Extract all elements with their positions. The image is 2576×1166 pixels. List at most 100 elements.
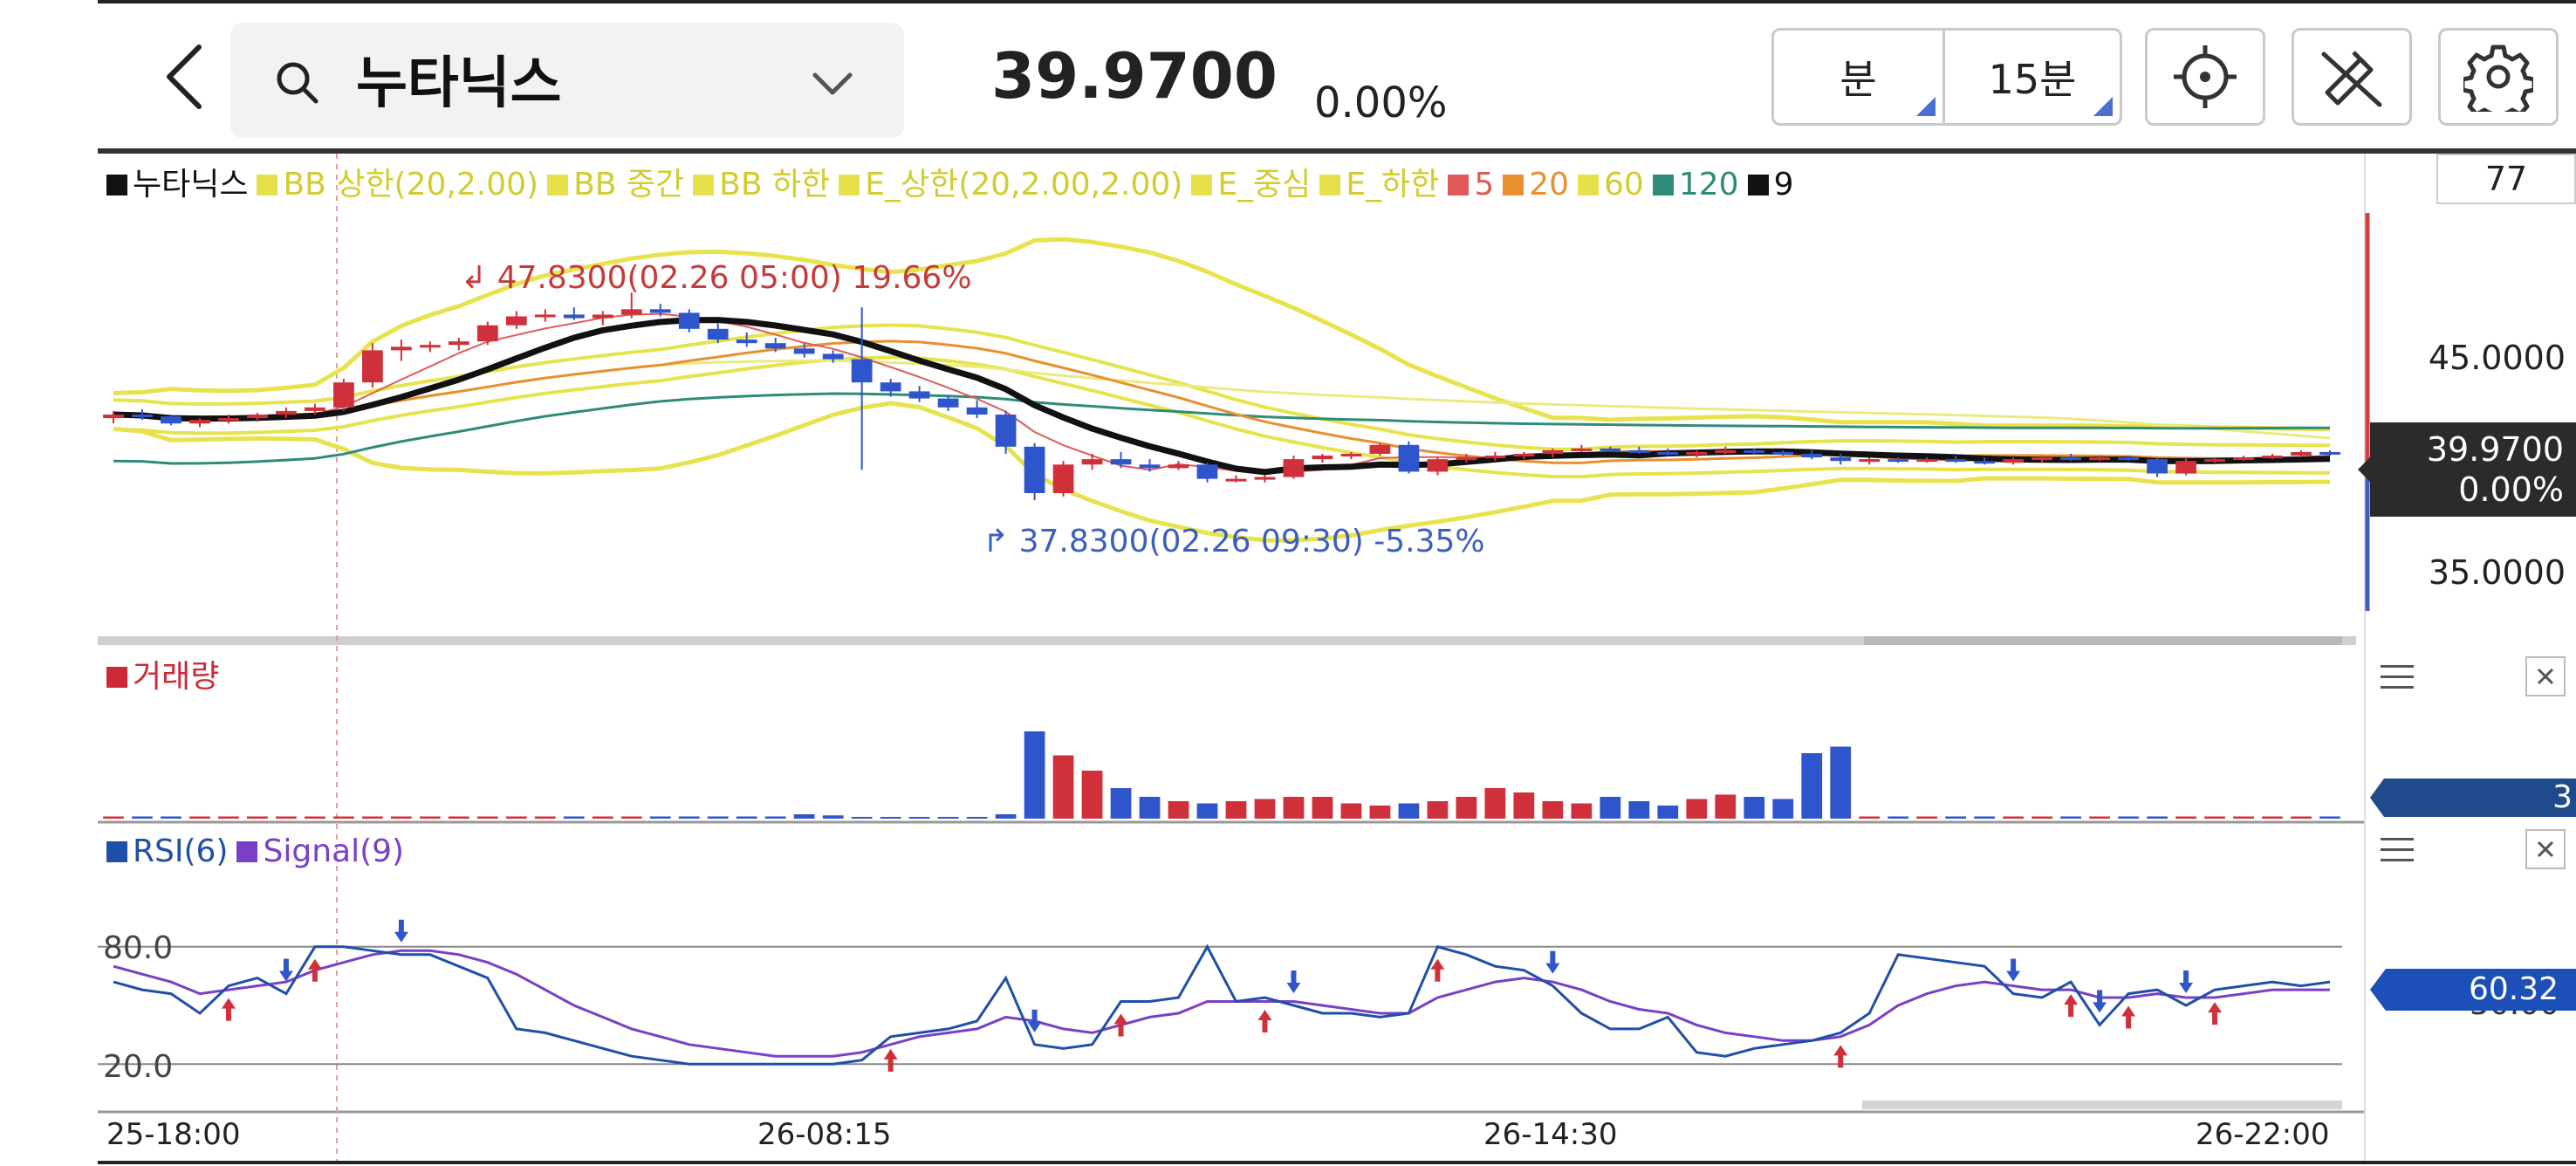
candle-body [764,343,786,349]
volume-bar [2291,816,2312,819]
legend-swatch [1191,175,1213,195]
back-icon [167,45,202,109]
ma9-line [113,317,2331,476]
gear-icon [2463,45,2533,112]
arrow-down-icon: ↲ [461,260,497,296]
chevron-down-icon[interactable] [808,68,857,99]
volume-bar [247,816,268,819]
volume-bar [966,817,988,819]
volume-bar [1830,746,1852,819]
candle-body [2147,459,2168,474]
arrow-up-icon: ↱ [983,524,1019,559]
volume-bar [2319,816,2340,819]
legend-swatch [1503,175,1524,195]
candle-body [1196,464,1218,479]
volume-bar [448,816,469,819]
legend-label: 9 [1773,167,1794,202]
candle-body [1484,456,1506,459]
buy-arrow-icon [2064,994,2079,1018]
candle-body [333,382,354,408]
candle-body [1916,459,1938,463]
interval-label: 15분 [1988,56,2077,103]
legend-label: 120 [1678,167,1739,202]
volume-bar [1168,801,1189,819]
volume-bar [2233,816,2254,819]
volume-bar [2031,816,2053,819]
legend-label: BB 상한(20,2.00) [283,167,539,202]
volume-bar [1686,799,1708,819]
legend-label: BB 중간 [573,167,685,202]
candle-body [476,325,498,342]
candle-body [1139,464,1161,469]
unit-dropdown[interactable]: 분 [1774,31,1945,123]
candle-body [247,415,268,419]
candle-body [1283,459,1305,477]
candle-body [161,416,182,424]
volume-bar [161,816,182,819]
legend-swatch [1652,175,1674,195]
current-price-tag: 39.9700 0.00% [2358,422,2576,517]
candle-body [851,359,873,383]
x-axis-label: 26-14:30 [1483,1117,1618,1152]
settings-button[interactable] [2438,28,2559,126]
header-bar: 누타닉스 39.9700 0.00% 분 15분 [98,3,2576,150]
volume-bar [505,816,527,819]
volume-panel-menu-icon[interactable] [2381,665,2414,689]
legend-item: 5 [1448,166,1494,204]
volume-bar [851,817,873,819]
rsi-value-tag: 60.32 [2370,969,2576,1011]
candle-body [1254,477,1276,480]
y-tick-high: 45.0000 [2428,339,2566,377]
candle-body [2319,451,2340,455]
volume-bar [1657,806,1679,819]
interval-dropdown[interactable]: 15분 [1945,31,2120,123]
candle-body [448,341,469,346]
rsi-line [113,943,2331,1066]
legend-swatch [106,175,127,195]
candle-body [2233,457,2254,461]
low-price-text: 37.8300(02.26 09:30) -5.35% [1018,524,1485,559]
volume-bar [305,816,325,819]
buy-arrow-icon [2121,1005,2136,1029]
volume-bar [1801,753,1823,819]
volume-bar [1398,803,1420,819]
volume-bar [1715,794,1737,819]
candle-body [189,420,210,424]
rsi-panel-close-button[interactable] [2525,829,2566,869]
unit-label: 분 [1840,56,1877,103]
candle-body [707,328,729,340]
legend-item: 120 [1652,166,1739,204]
drawing-off-icon [2321,51,2382,107]
candle-body [390,346,412,351]
volume-bar [1110,788,1132,819]
legend-swatch [839,175,860,195]
candle-body [563,314,585,319]
volume-bar [1369,806,1391,819]
frame-top-rule [98,0,2576,3]
rsi-swatch [106,841,127,862]
rsi-level-80: 80.0 [103,930,174,966]
stock-search-box[interactable]: 누타닉스 [230,23,904,138]
volume-bar [2118,816,2139,819]
volume-bar [908,817,930,819]
volume-bar [1600,797,1621,819]
volume-bar [1484,788,1506,819]
volume-panel-close-button[interactable] [2525,656,2566,696]
candle-body [1225,478,1247,482]
volume-bar [1772,799,1794,819]
current-price: 39.9700 [991,39,1278,113]
candle-body [1024,446,1045,493]
drawing-toggle-button[interactable] [2292,28,2412,126]
volume-bar [620,816,642,819]
volume-bar [419,816,441,819]
candle-body [2031,457,2053,461]
rsi-panel-menu-icon[interactable] [2381,838,2414,862]
sell-arrow-icon [1286,971,1301,993]
crosshair-button[interactable] [2145,28,2265,126]
legend-label: E_상한(20,2.00,2.00) [865,167,1183,202]
buy-arrow-icon [1257,1010,1272,1033]
back-button[interactable] [150,38,220,115]
candle-body [2204,459,2225,463]
candle-body [1398,444,1420,472]
